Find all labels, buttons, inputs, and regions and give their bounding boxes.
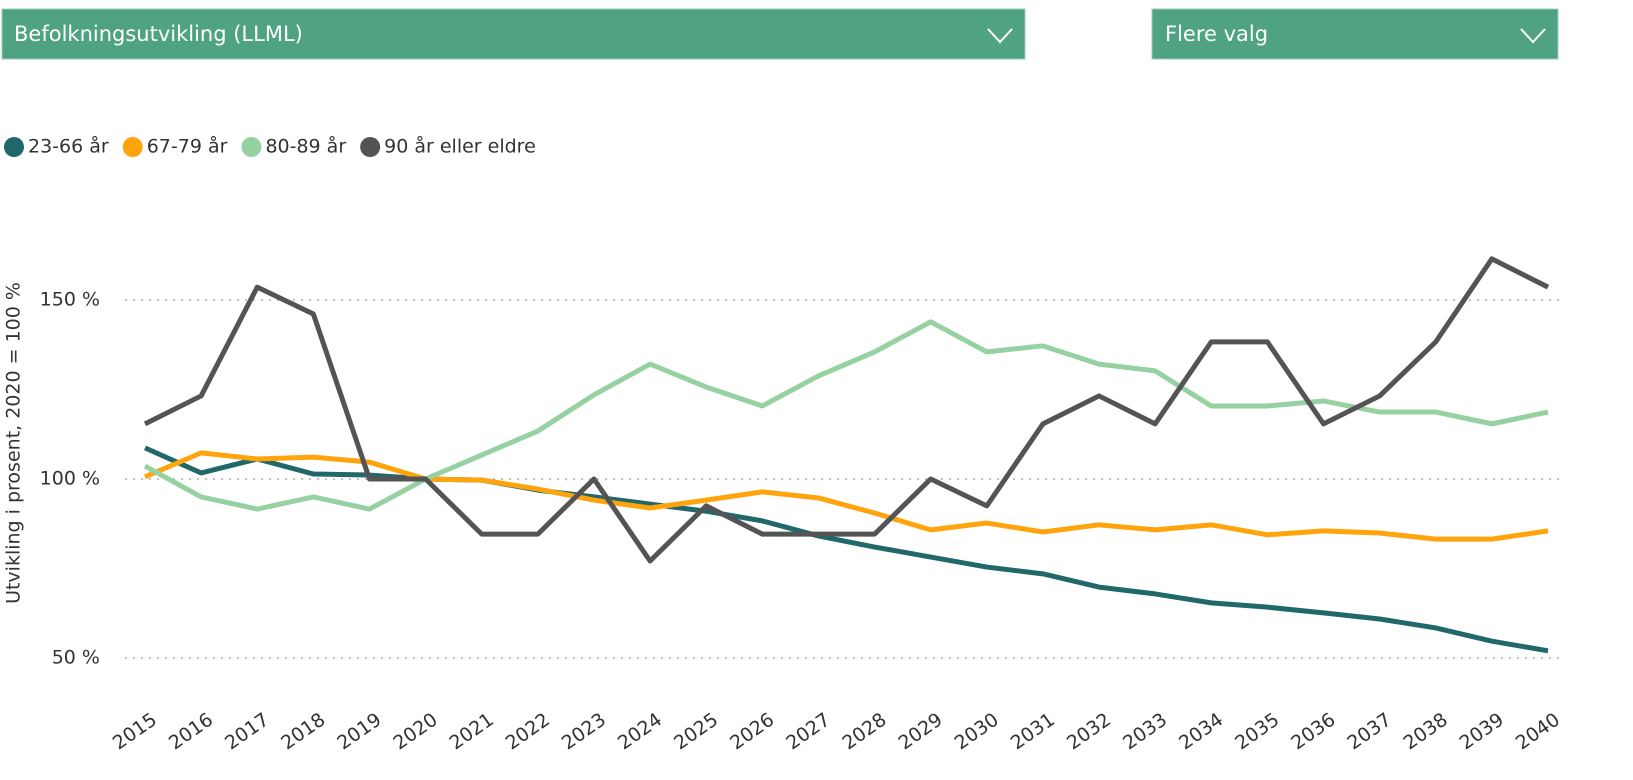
legend-marker (4, 137, 24, 157)
x-tick-label: 2037 (1343, 709, 1395, 755)
y-axis-label: Utvikling i prosent, 2020 = 100 % (3, 282, 25, 604)
dropdown-label: Befolkningsutvikling (LLML) (14, 22, 303, 46)
series-line (143, 256, 1550, 564)
chevron (1520, 28, 1546, 44)
x-tick-label: 2040 (1512, 709, 1564, 755)
x-tick-label: 2034 (1175, 709, 1227, 755)
series-line (143, 445, 1549, 654)
x-tick-label: 2035 (1231, 709, 1283, 755)
legend-label: 67-79 år (147, 135, 228, 158)
dropdown-label: Flere valg (1165, 22, 1268, 46)
x-tick-label: 2030 (951, 709, 1003, 755)
dropdown-box[interactable] (1151, 8, 1559, 60)
dropdown[interactable]: Flere valg (1151, 8, 1559, 60)
x-tick-label: 2039 (1456, 709, 1508, 755)
x-tick-label: 2021 (446, 709, 498, 755)
x-tick-label: 2018 (277, 709, 329, 755)
x-tick-label: 2027 (782, 709, 834, 755)
y-tick-label: 150 % (40, 289, 100, 311)
x-tick-label: 2019 (333, 709, 385, 755)
legend-label: 80-89 år (265, 135, 346, 158)
legend-marker (122, 137, 143, 157)
chevron (987, 28, 1013, 44)
x-tick-label: 2029 (894, 709, 946, 755)
legend-label: 23-66 år (28, 135, 109, 158)
x-tick-label: 2032 (1063, 709, 1115, 755)
x-tick-label: 2022 (502, 709, 554, 755)
x-tick-label: 2031 (1007, 709, 1059, 755)
y-tick-label: 100 % (40, 468, 100, 490)
x-tick-label: 2015 (109, 709, 161, 755)
x-tick-label: 2026 (726, 709, 778, 755)
x-tick-label: 2028 (838, 709, 890, 755)
legend-label: 90 år eller eldre (384, 135, 536, 158)
x-tick-label: 2017 (221, 709, 273, 755)
dropdown-box[interactable] (1, 8, 1026, 60)
dropdown[interactable]: Befolkningsutvikling (LLML) (1, 8, 1026, 60)
x-tick-label: 2024 (614, 709, 666, 755)
legend-marker (241, 137, 262, 157)
series-line (144, 450, 1549, 542)
x-tick-label: 2036 (1287, 709, 1339, 755)
legend-marker (360, 137, 381, 157)
y-tick-label: 50 % (52, 647, 100, 669)
x-tick-label: 2020 (389, 709, 441, 755)
x-tick-label: 2025 (670, 709, 722, 755)
x-tick-label: 2038 (1400, 709, 1452, 755)
x-tick-label: 2016 (165, 709, 217, 755)
series-line (143, 319, 1549, 512)
x-tick-label: 2023 (558, 709, 610, 755)
x-tick-label: 2033 (1119, 709, 1171, 755)
